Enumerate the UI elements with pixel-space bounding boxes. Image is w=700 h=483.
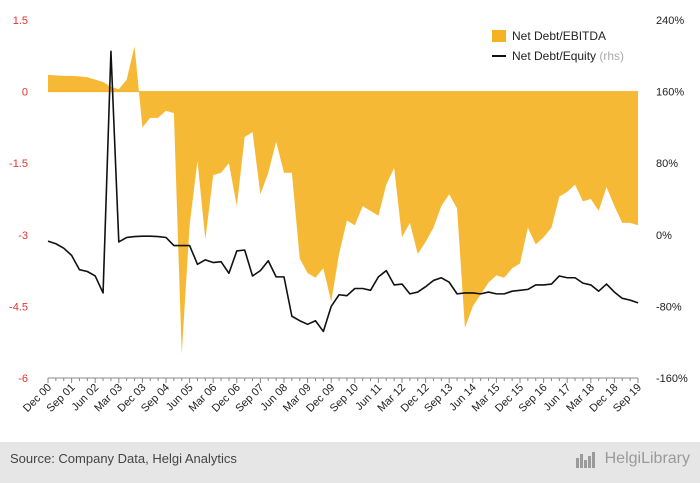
series-line-net-debt-equity bbox=[47, 50, 639, 333]
y-right-tick-label: 0% bbox=[656, 230, 672, 242]
legend-label-ebitda: Net Debt/EBITDA bbox=[512, 29, 606, 43]
y-right-tick-label: -160% bbox=[656, 373, 688, 385]
y-left-tick-label: 1.5 bbox=[13, 15, 28, 27]
y-left-tick-label: -4.5 bbox=[9, 301, 28, 313]
left-axis: 1.5 0 -1.5 -3 -4.5 -6 bbox=[9, 15, 28, 385]
legend-label-equity-suffix: (rhs) bbox=[599, 49, 624, 63]
area-layer bbox=[48, 46, 638, 355]
chart: 1.50-1.5-3-4.5-6 240%160%80%0%-80%-160% … bbox=[9, 15, 688, 415]
y-right-tick-label: 80% bbox=[656, 158, 678, 170]
legend: Net Debt/EBITDA Net Debt/Equity (rhs) bbox=[492, 29, 624, 63]
right-axis: 240% 160% 80% 0% -80% -160% bbox=[656, 15, 688, 385]
legend-label-equity-name: Net Debt/Equity bbox=[512, 49, 596, 63]
y-left-tick-label: -1.5 bbox=[9, 158, 28, 170]
series-area-net-debt-ebitda bbox=[48, 46, 638, 355]
y-right-tick-label: 240% bbox=[656, 15, 684, 27]
helgi-library-icon bbox=[575, 452, 595, 468]
legend-swatch-ebitda bbox=[492, 30, 506, 42]
y-left-tick-label: -6 bbox=[18, 373, 28, 385]
y-right-tick-label: -80% bbox=[656, 301, 682, 313]
y-left-tick-label: 0 bbox=[22, 87, 28, 99]
y-right-tick-label: 160% bbox=[656, 87, 684, 99]
source-note: Source: Company Data, Helgi Analytics bbox=[10, 451, 237, 466]
footer: Source: Company Data, Helgi Analytics He… bbox=[0, 442, 700, 483]
y-left-tick-label: -3 bbox=[18, 230, 28, 242]
legend-label-equity: Net Debt/Equity (rhs) bbox=[512, 49, 624, 63]
brand-logo: HelgiLibrary bbox=[575, 450, 690, 468]
brand-name: HelgiLibrary bbox=[604, 450, 690, 467]
line-layer bbox=[47, 50, 639, 333]
